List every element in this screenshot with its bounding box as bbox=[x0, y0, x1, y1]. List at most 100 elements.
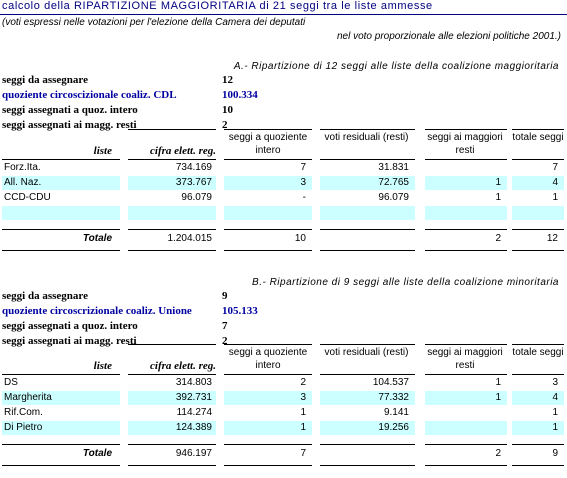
row-seggi-resti: 1 bbox=[495, 192, 501, 203]
row-seggi-resti bbox=[423, 206, 501, 220]
row-seggi-quoziente bbox=[222, 206, 306, 220]
totals-top-rule bbox=[224, 229, 312, 230]
row-totale: 3 bbox=[552, 377, 558, 388]
totals-seggi-resti: 2 bbox=[495, 233, 501, 244]
row-cifra: 96.079 bbox=[181, 192, 212, 203]
row-shade bbox=[2, 421, 120, 435]
totals-top-rule bbox=[425, 229, 507, 230]
row-name: All. Naz. bbox=[4, 177, 42, 188]
totals-bottom-rule bbox=[425, 250, 507, 251]
info-label: seggi da assegnare bbox=[2, 290, 88, 302]
row-shade bbox=[512, 421, 564, 435]
row-seggi-resti bbox=[423, 406, 501, 420]
header-bottom-rule bbox=[320, 374, 415, 375]
header-bottom-rule bbox=[2, 374, 120, 375]
header-bottom-rule bbox=[2, 159, 120, 160]
row-seggi-quoziente: - bbox=[302, 192, 306, 203]
row-cifra bbox=[126, 206, 212, 220]
row-seggi-resti: 1 bbox=[495, 392, 501, 403]
totals-bottom-rule bbox=[224, 465, 312, 466]
row-cifra: 124.389 bbox=[175, 422, 212, 433]
row-totale: 4 bbox=[552, 392, 558, 403]
row-shade bbox=[320, 206, 415, 220]
totals-bottom-rule bbox=[512, 250, 564, 251]
col-header-voti-residuali: voti residuali (resti) bbox=[324, 347, 409, 358]
header-bottom-rule bbox=[425, 374, 507, 375]
row-shade bbox=[224, 206, 312, 220]
row-name: DS bbox=[4, 377, 18, 388]
row-seggi-quoziente: 1 bbox=[300, 407, 306, 418]
row-shade bbox=[128, 391, 216, 405]
row-totale: 1 bbox=[552, 422, 558, 433]
row-seggi-quoziente: 3 bbox=[300, 392, 306, 403]
row-cifra: 114.274 bbox=[176, 407, 212, 418]
info-value: 100.334 bbox=[222, 89, 258, 101]
info-value: 2 bbox=[222, 335, 228, 347]
row-shade bbox=[512, 391, 564, 405]
totals-top-rule bbox=[2, 229, 120, 230]
header-top-rule bbox=[320, 344, 415, 345]
totals-cifra: 946.197 bbox=[175, 448, 212, 459]
totals-top-rule bbox=[320, 229, 415, 230]
col-header-liste: liste bbox=[93, 360, 112, 372]
row-totale: 1 bbox=[552, 407, 558, 418]
row-name: CCD-CDU bbox=[4, 192, 51, 203]
row-voti-residuali: 19.256 bbox=[378, 422, 409, 433]
totals-bottom-rule bbox=[512, 465, 564, 466]
totals-bottom-rule bbox=[128, 250, 216, 251]
row-totale: 7 bbox=[552, 162, 558, 173]
info-value: 10 bbox=[222, 104, 233, 116]
row-name bbox=[4, 206, 118, 220]
row-shade bbox=[320, 391, 415, 405]
header-bottom-rule bbox=[224, 159, 312, 160]
header-top-rule bbox=[320, 129, 415, 130]
totals-top-rule bbox=[512, 229, 564, 230]
header-bottom-rule bbox=[320, 159, 415, 160]
page-title: calcolo della RIPARTIZIONE MAGGIORITARIA… bbox=[2, 0, 433, 12]
info-label: seggi assegnati ai magg. resti bbox=[2, 335, 137, 347]
totals-top-rule bbox=[224, 444, 312, 445]
row-name: Rif.Com. bbox=[4, 407, 43, 418]
title-underline bbox=[0, 14, 567, 15]
row-name: Margherita bbox=[4, 392, 52, 403]
header-bottom-rule bbox=[512, 159, 564, 160]
header-top-rule bbox=[425, 344, 507, 345]
row-seggi-quoziente: 7 bbox=[300, 162, 306, 173]
note-line-1: (voti espressi nelle votazioni per l'ele… bbox=[2, 17, 306, 28]
header-top-rule bbox=[128, 129, 216, 130]
row-shade bbox=[512, 206, 564, 220]
info-label: seggi assegnati a quoz. intero bbox=[2, 104, 138, 116]
info-value: 105.133 bbox=[222, 305, 258, 317]
header-bottom-rule bbox=[512, 374, 564, 375]
row-seggi-resti: 1 bbox=[495, 377, 501, 388]
col-header-totale: totale seggi bbox=[512, 132, 564, 143]
totals-seggi-quoziente: 10 bbox=[294, 233, 306, 244]
header-bottom-rule bbox=[128, 374, 216, 375]
header-top-rule bbox=[128, 344, 216, 345]
info-label: quoziente circoscrizionale coaliz. Union… bbox=[2, 305, 192, 317]
section-title: B.- Ripartizione di 9 seggi alle liste d… bbox=[252, 277, 559, 288]
row-shade bbox=[128, 176, 216, 190]
row-voti-residuali bbox=[318, 206, 409, 220]
row-voti-residuali: 72.765 bbox=[378, 177, 409, 188]
col-header-voti-residuali: voti residuali (resti) bbox=[324, 132, 409, 143]
col-header-seggi-quoziente: seggi a quoziente intero bbox=[228, 132, 308, 156]
row-name: Di Pietro bbox=[4, 422, 43, 433]
totals-bottom-rule bbox=[128, 465, 216, 466]
col-header-totale: totale seggi bbox=[512, 347, 564, 358]
info-label: seggi assegnati a quoz. intero bbox=[2, 320, 138, 332]
totals-top-rule bbox=[128, 444, 216, 445]
totals-top-rule bbox=[425, 444, 507, 445]
row-voti-residuali: 31.831 bbox=[378, 162, 409, 173]
totals-label: Totale bbox=[82, 233, 112, 244]
totals-bottom-rule bbox=[320, 250, 415, 251]
note-line-2: nel voto proporzionale alle elezioni pol… bbox=[336, 31, 561, 42]
totals-bottom-rule bbox=[425, 465, 507, 466]
row-shade bbox=[425, 206, 507, 220]
row-shade bbox=[224, 421, 312, 435]
totals-seggi-resti: 2 bbox=[495, 448, 501, 459]
row-cifra: 314.803 bbox=[175, 377, 212, 388]
row-cifra: 392.731 bbox=[175, 392, 212, 403]
info-label: seggi assegnati ai magg. resti bbox=[2, 119, 137, 131]
totals-top-rule bbox=[128, 229, 216, 230]
